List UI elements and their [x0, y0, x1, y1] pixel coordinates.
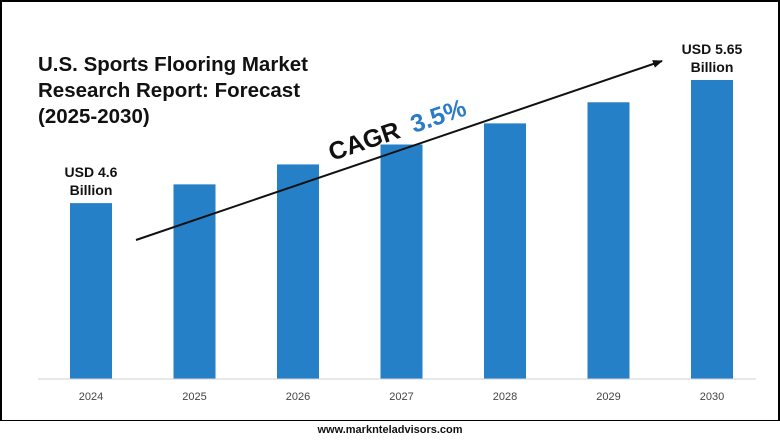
bar-chart: 2024 2025 2026 2027 2028 2029 2030 USD 4.6 Bill… [38, 41, 756, 403]
cagr-arrow [135, 60, 663, 241]
chart-panel: U.S. Sports Flooring Market Research Rep… [2, 2, 778, 420]
bar-2027 [380, 144, 423, 379]
x-tick-label: 2025 [182, 391, 206, 403]
data-label-line: Billion [70, 182, 113, 198]
x-tick-label: 2029 [596, 391, 620, 403]
data-label-line: Billion [691, 59, 734, 75]
bar-2024 [70, 203, 112, 379]
data-label-line: USD 4.6 [65, 164, 118, 180]
data-label-2030: USD 5.65 Billion [682, 41, 743, 75]
x-tick-label: 2030 [700, 391, 724, 403]
x-tick-label: 2028 [493, 391, 517, 403]
data-label-line: USD 5.65 [682, 41, 743, 57]
bars-group [70, 80, 733, 380]
data-label-2024: USD 4.6 Billion [65, 164, 118, 198]
bar-2029 [587, 102, 630, 379]
x-tick-label: 2027 [389, 391, 413, 403]
footer-url: www.marknteladvisors.com [0, 421, 780, 440]
x-tick-label: 2026 [286, 391, 310, 403]
cagr-value: 3.5% [407, 94, 470, 139]
bar-2028 [484, 123, 526, 380]
x-tick-label: 2024 [79, 391, 103, 403]
bar-2030 [691, 80, 733, 379]
data-labels: USD 4.6 Billion USD 5.65 Billion [65, 41, 743, 198]
chart-title: U.S. Sports Flooring Market Research Rep… [38, 53, 308, 128]
x-tick-labels: 2024 2025 2026 2027 2028 2029 2030 [79, 391, 724, 403]
bar-2026 [277, 164, 319, 379]
bar-2025 [173, 184, 216, 379]
